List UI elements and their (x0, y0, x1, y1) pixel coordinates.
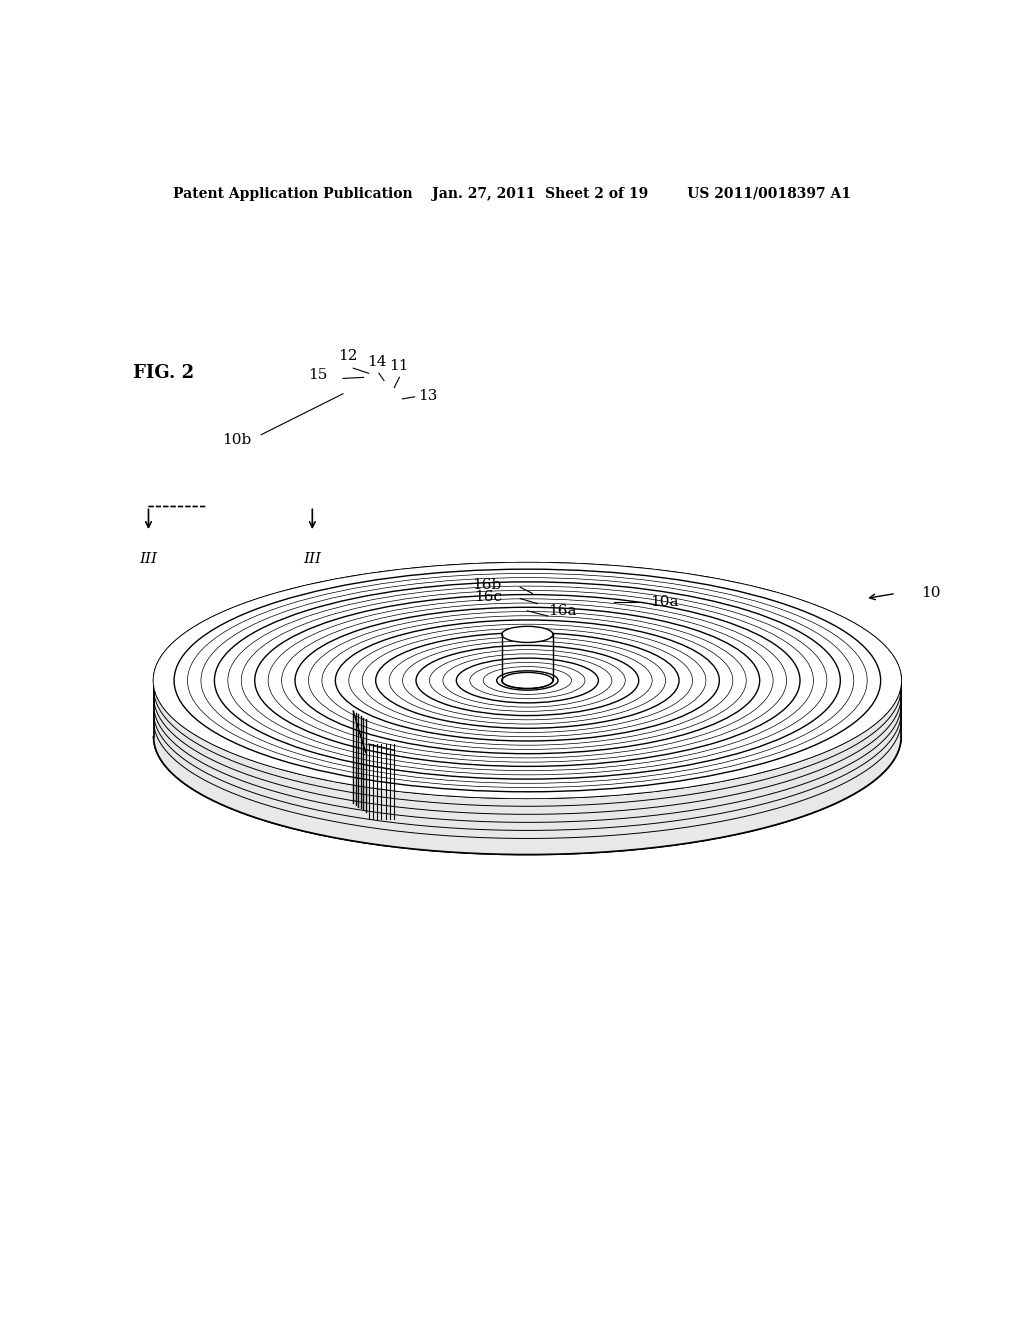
Text: 11: 11 (389, 359, 410, 374)
Text: III: III (139, 553, 158, 566)
Text: 12: 12 (338, 348, 358, 363)
Text: 10: 10 (922, 586, 941, 601)
Ellipse shape (154, 562, 901, 799)
Text: 15: 15 (308, 368, 328, 383)
Text: 16c: 16c (474, 590, 502, 603)
Text: 10b: 10b (221, 433, 251, 447)
Text: Patent Application Publication    Jan. 27, 2011  Sheet 2 of 19        US 2011/00: Patent Application Publication Jan. 27, … (173, 187, 851, 201)
Text: FIG. 2: FIG. 2 (133, 364, 195, 383)
Ellipse shape (154, 562, 901, 799)
Ellipse shape (502, 672, 553, 689)
Ellipse shape (502, 626, 553, 643)
Text: 16a: 16a (548, 603, 577, 618)
Text: III: III (303, 553, 322, 566)
Text: 10a: 10a (650, 594, 679, 609)
Text: 13: 13 (418, 389, 437, 403)
Text: 14: 14 (367, 355, 387, 370)
Polygon shape (154, 681, 901, 854)
Text: 16b: 16b (472, 578, 502, 593)
